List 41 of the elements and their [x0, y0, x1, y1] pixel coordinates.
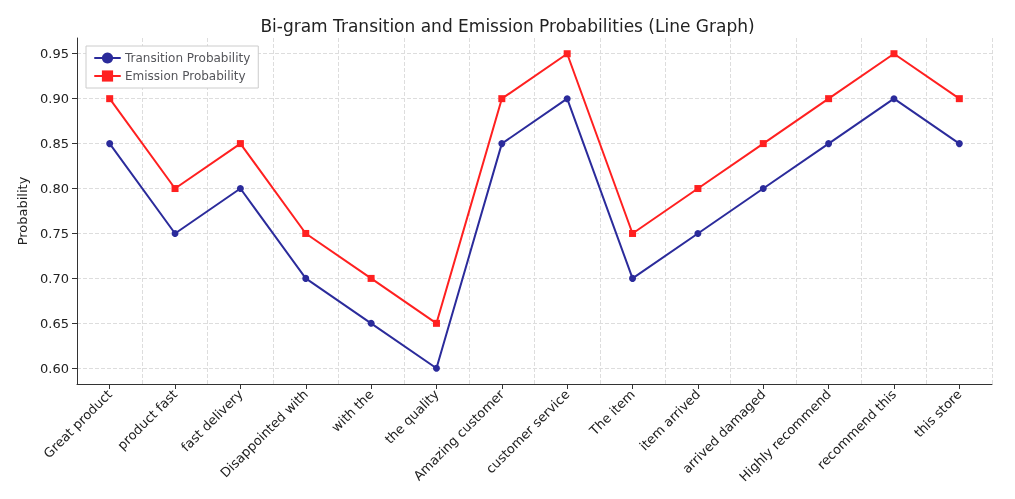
- legend-label: Emission Probability: [125, 69, 246, 83]
- y-tick-label: 0.60: [40, 360, 69, 376]
- y-tick-label: 0.80: [40, 181, 69, 197]
- point: [694, 229, 702, 237]
- point: [890, 50, 898, 58]
- point: [825, 95, 833, 103]
- point: [759, 185, 767, 193]
- point: [563, 95, 571, 103]
- y-axis-title: Probability: [15, 176, 30, 246]
- point: [432, 319, 440, 327]
- point: [106, 95, 114, 103]
- point: [367, 274, 375, 282]
- point: [171, 229, 179, 237]
- y-tick-label: 0.90: [40, 91, 69, 107]
- point: [236, 140, 244, 148]
- y-tick-label: 0.95: [40, 46, 69, 62]
- legend-label: Transition Probability: [124, 51, 251, 65]
- point: [890, 95, 898, 103]
- point: [106, 140, 114, 148]
- point: [825, 140, 833, 148]
- y-tick-label: 0.70: [40, 270, 69, 286]
- point: [498, 140, 506, 148]
- point: [955, 95, 963, 103]
- point: [432, 364, 440, 372]
- point: [694, 185, 702, 193]
- point: [302, 229, 310, 237]
- point: [498, 95, 506, 103]
- point: [563, 50, 571, 58]
- point: [629, 229, 637, 237]
- point: [302, 274, 310, 282]
- point: [759, 140, 767, 148]
- point: [236, 185, 244, 193]
- point: [955, 140, 963, 148]
- x-tick-label: with the: [328, 386, 377, 435]
- chart-title: Bi-gram Transition and Emission Probabilities (Line Graph): [260, 15, 755, 36]
- y-tick-label: 0.75: [40, 225, 69, 241]
- y-tick-label: 0.85: [40, 136, 69, 152]
- point: [629, 274, 637, 282]
- y-tick-label: 0.65: [40, 315, 69, 331]
- point: [367, 319, 375, 327]
- point: [171, 185, 179, 193]
